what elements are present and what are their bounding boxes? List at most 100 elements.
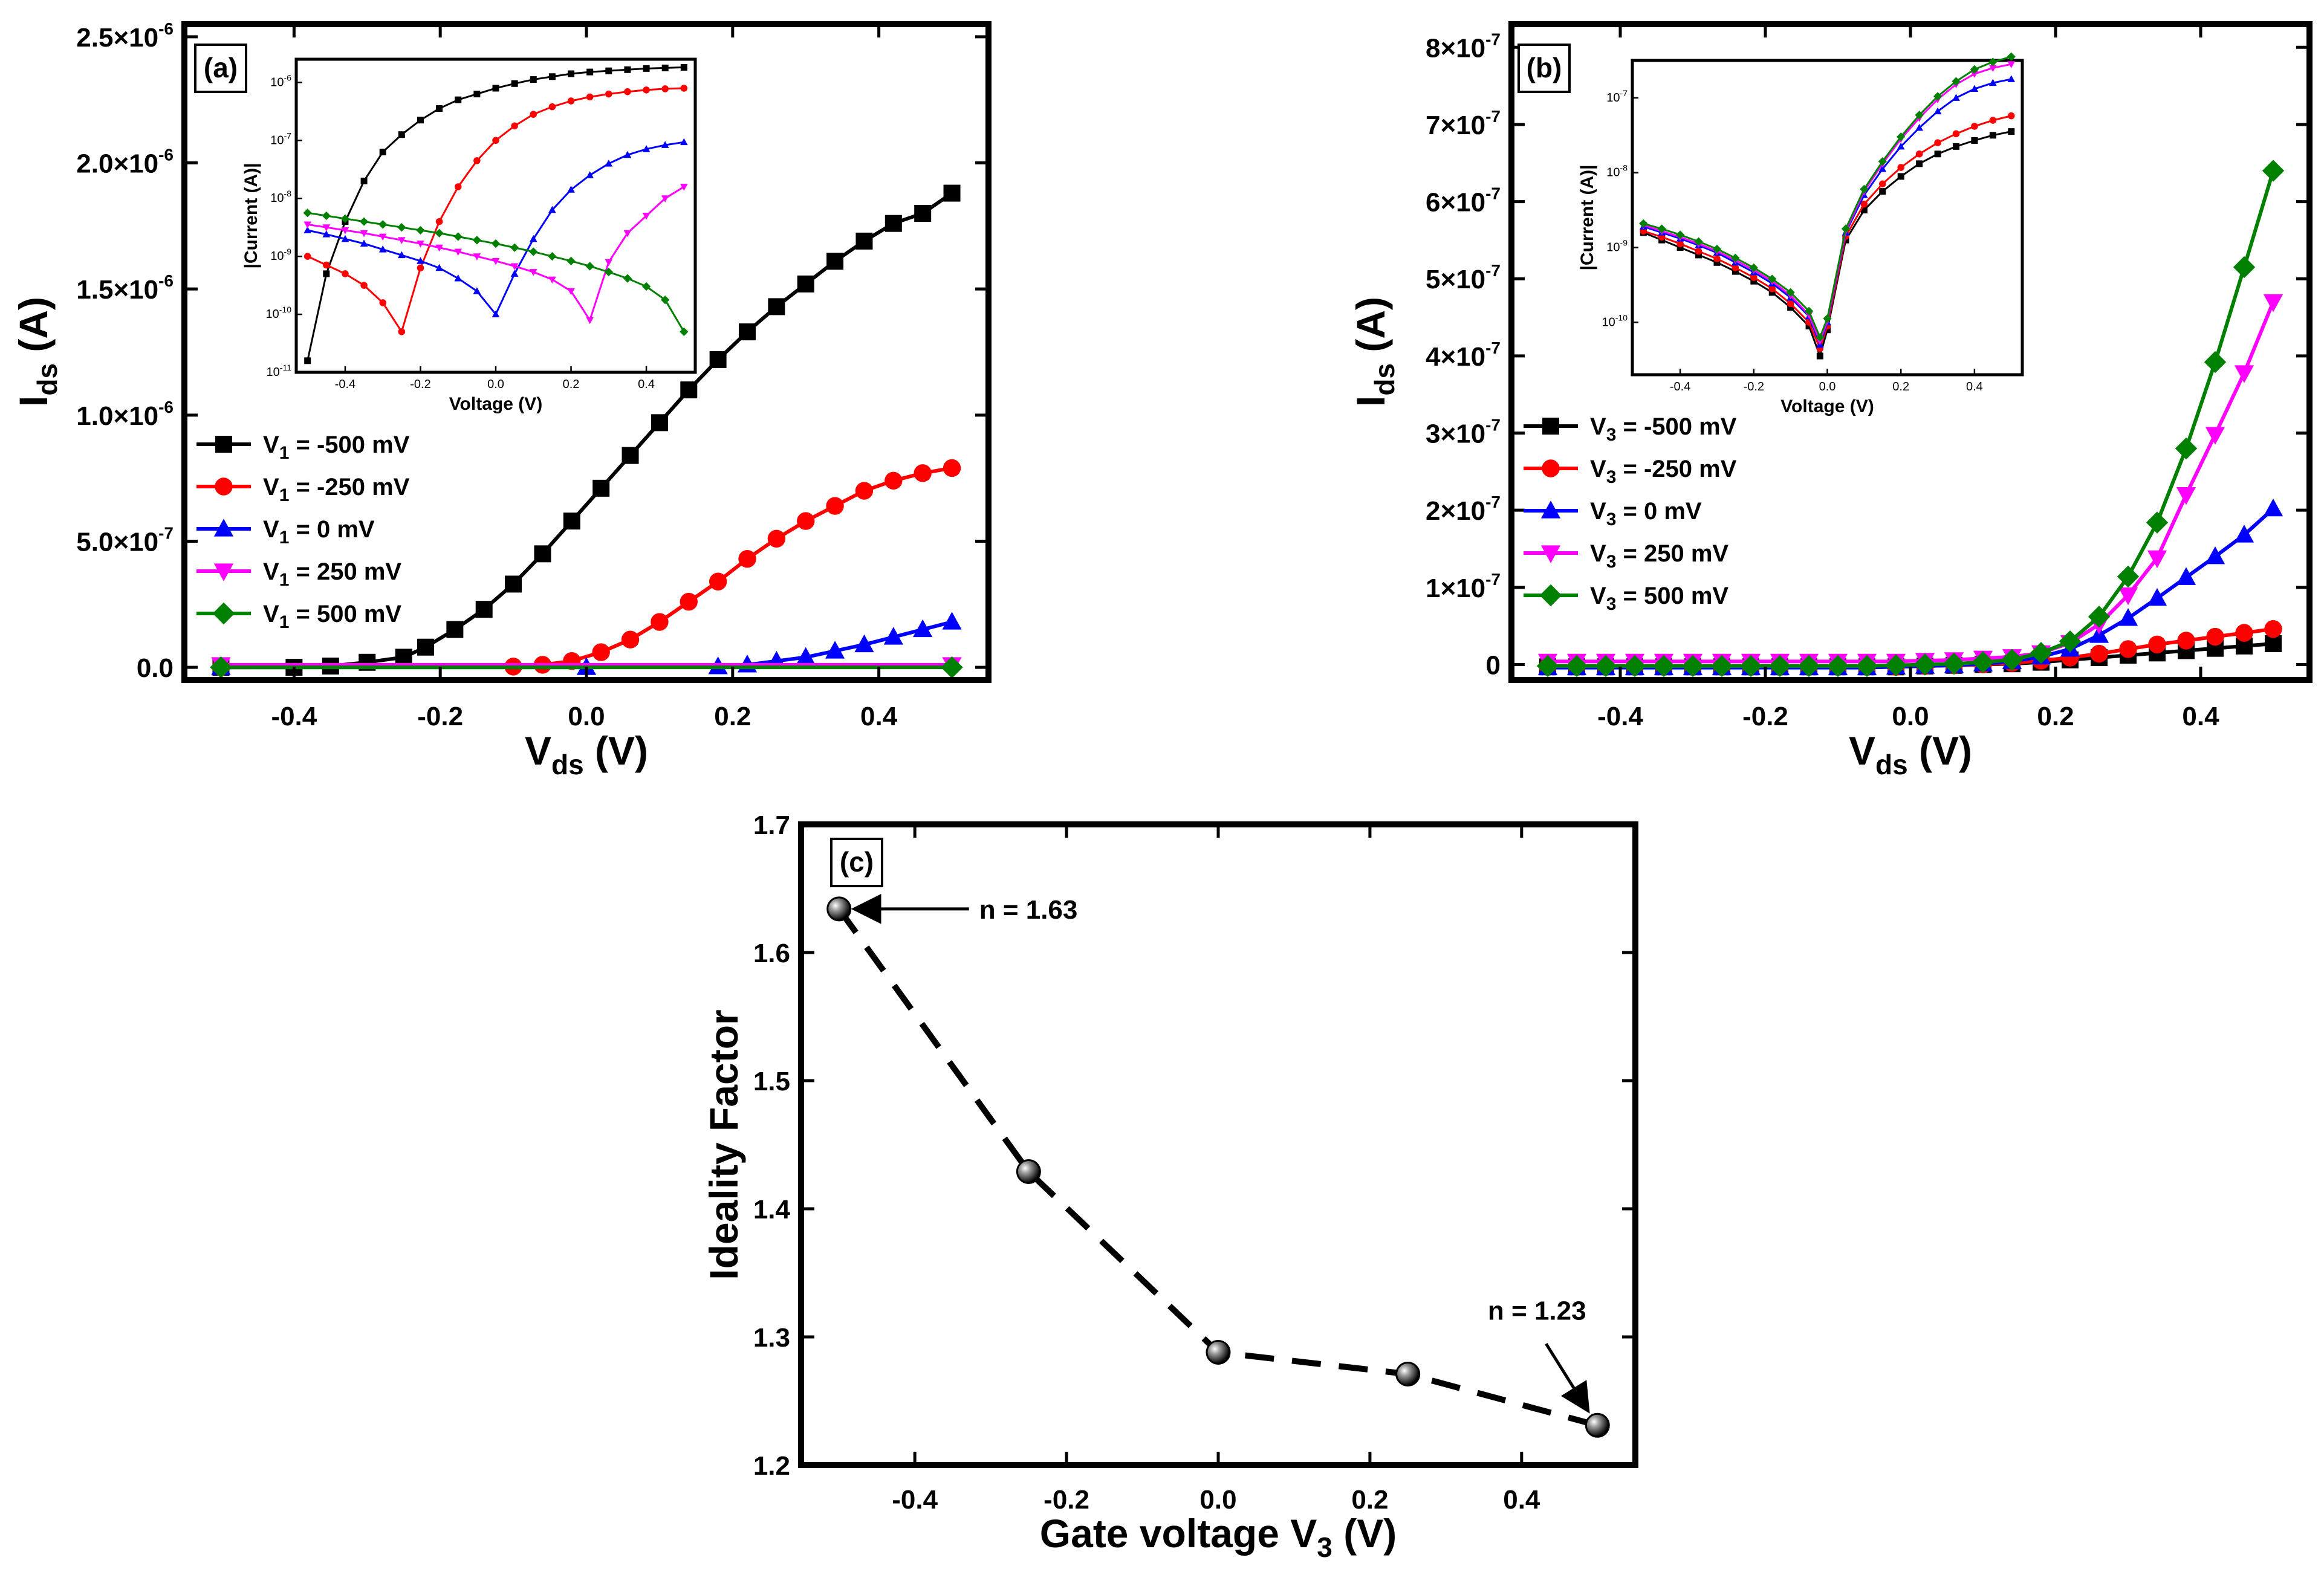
inset-point-4	[1952, 77, 1961, 86]
inset-y-tick-label: 10-7	[1606, 88, 1628, 105]
data-point-0	[680, 381, 698, 399]
x-tick-label: 0.4	[860, 702, 898, 731]
inset-point-1	[323, 261, 330, 269]
inset-point-1	[1768, 285, 1776, 293]
y-tick-label: 2.5×10-6	[76, 19, 174, 53]
data-point-0	[592, 479, 610, 497]
inset-point-2	[303, 226, 312, 233]
data-point-4	[1652, 655, 1675, 678]
data-point-4	[1913, 653, 1936, 676]
inset-point-4	[1915, 111, 1924, 120]
legend-marker	[215, 477, 233, 496]
inset-point-0	[1916, 160, 1923, 167]
data-point-0	[943, 184, 961, 202]
y-tick-label: 5.0×10-7	[76, 523, 174, 557]
y-tick-label: 1.6	[753, 939, 790, 968]
legend-label: V1 = 250 mV	[263, 558, 401, 590]
legend-marker	[1542, 418, 1559, 435]
panel-a-data-layer	[210, 184, 963, 679]
inset-point-3	[378, 233, 387, 241]
inset-point-4	[322, 211, 331, 221]
data-point-0	[797, 275, 814, 293]
annotation-arrow	[1545, 1342, 1590, 1414]
inset-point-4	[1933, 92, 1943, 101]
inset-point-2	[586, 171, 594, 178]
inset-point-2	[529, 235, 537, 242]
y-tick-label: 4×10-7	[1426, 338, 1501, 372]
data-point-4	[2204, 351, 2227, 374]
inset-point-4	[2007, 52, 2016, 61]
inset-x-tick-label: 0.0	[487, 378, 504, 391]
panel-a: -0.4 -0.2 0.0 0.2 0.4 0.0 5.0×10-7 1.0×10-6 1.5×…	[11, 19, 992, 780]
panel-c-xlabel: Gate voltage V3 (V)	[1040, 1511, 1397, 1563]
data-point-2	[2234, 525, 2254, 543]
panel-c-data-layer	[826, 896, 1610, 1438]
inset-point-4	[1657, 224, 1666, 233]
inset-point-3	[567, 288, 575, 296]
x-tick-label: 0.2	[1351, 1485, 1388, 1515]
inset-point-3	[605, 259, 613, 267]
panel-c-label-box	[830, 838, 883, 887]
y-tick-label: 6×10-7	[1426, 184, 1501, 218]
annotation-label: n = 1.23	[1488, 1296, 1586, 1325]
inset-point-4	[1970, 65, 1979, 74]
panel-c-annotations: n = 1.63 n = 1.23	[851, 893, 1590, 1414]
panel-b: -0.4 -0.2 0.0 0.2 0.4 0 1×10-7 2×10-7 3×10-7 4×10…	[1348, 21, 2313, 780]
inset-point-1	[586, 93, 594, 101]
inset-x-tick-label: 0.0	[1819, 380, 1836, 393]
inset-point-1	[624, 88, 631, 95]
legend-marker	[1539, 584, 1562, 607]
y-tick-label: 1.0×10-6	[76, 398, 174, 431]
inset-point-2	[1897, 142, 1905, 150]
inset-point-4	[1823, 314, 1832, 323]
inset-point-1	[1695, 247, 1702, 255]
inset-point-0	[304, 357, 311, 364]
inset-x-tick-label: -0.4	[1670, 380, 1690, 393]
data-point-3	[2118, 587, 2138, 606]
data-point-3	[2176, 487, 2196, 505]
inset-point-1	[1897, 164, 1904, 171]
inset-point-0	[586, 68, 594, 76]
inset-point-0	[1768, 289, 1776, 296]
data-point-1	[2148, 635, 2166, 653]
inset-point-2	[1933, 107, 1942, 115]
data-point-4	[1943, 652, 1965, 675]
data-point-2	[2263, 498, 2283, 517]
data-point-1	[621, 630, 640, 649]
y-tick-label: 1.5	[753, 1067, 790, 1096]
inset-point-0	[1676, 244, 1684, 251]
inset-point-1	[661, 85, 669, 92]
data-point-0	[446, 621, 464, 638]
data-point-0	[826, 253, 844, 270]
y-tick-label: 1.2	[753, 1451, 790, 1481]
legend-marker	[212, 602, 235, 625]
inset-point-1	[360, 282, 368, 289]
inset-ylabel: |Current (A)|	[1577, 164, 1597, 270]
data-point-1	[797, 512, 815, 530]
inset-x-tick-label: -0.4	[335, 378, 355, 391]
inset-point-0	[360, 177, 368, 184]
data-point-2	[883, 627, 903, 645]
inset-point-4	[1897, 132, 1906, 141]
panel-a-ylabel: Ids (A)	[11, 297, 63, 407]
inset-point-4	[680, 327, 689, 337]
data-point-4	[1739, 655, 1762, 678]
data-point-0	[505, 575, 522, 593]
inset-point-2	[1988, 79, 1997, 86]
inset-point-4	[472, 236, 482, 245]
x-tick-label: -0.4	[1597, 702, 1643, 731]
inset-point-4	[1816, 332, 1825, 342]
inset-point-2	[322, 230, 331, 238]
inset-point-3	[510, 263, 519, 271]
inset-x-tick-label: -0.2	[410, 378, 430, 391]
data-point-1	[943, 459, 961, 477]
data-point-1	[592, 643, 610, 661]
data-point-0	[395, 649, 412, 666]
inset-point-1	[1787, 300, 1794, 308]
data-point-4	[1855, 655, 1878, 678]
inset-point-1	[680, 85, 688, 92]
inset-point-2	[454, 274, 463, 282]
inset-point-4	[1731, 253, 1740, 263]
inset-point-1	[1713, 255, 1721, 262]
x-tick-label: -0.2	[1044, 1485, 1089, 1515]
